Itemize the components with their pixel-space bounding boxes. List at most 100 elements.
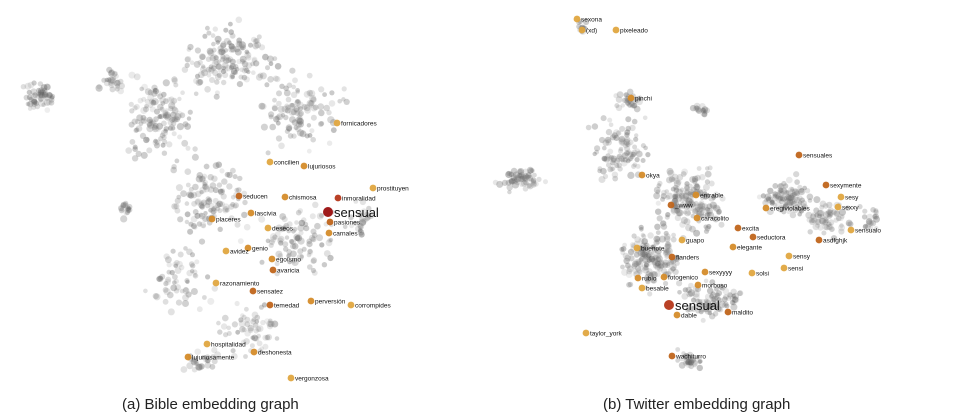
twitter-background-point — [653, 186, 661, 194]
bible-background-point — [216, 320, 221, 326]
twitter-background-point — [599, 136, 606, 144]
bible-background-point — [359, 219, 367, 227]
twitter-background-point — [689, 176, 696, 183]
bible-background-point — [169, 269, 175, 276]
twitter-background-point — [684, 188, 692, 196]
twitter-background-point — [634, 157, 640, 163]
bible-background-point — [286, 221, 293, 228]
twitter-background-point — [806, 216, 813, 223]
bible-background-point — [27, 106, 33, 111]
twitter-background-point — [768, 196, 774, 202]
twitter-background-point — [712, 215, 720, 223]
twitter-background-point — [709, 292, 717, 299]
twitter-background-point — [706, 223, 712, 230]
twitter-background-point — [780, 204, 787, 210]
twitter-background-point — [706, 207, 713, 215]
twitter-background-point — [508, 178, 514, 184]
bible-background-point — [36, 91, 42, 97]
bible-background-point — [120, 201, 127, 208]
bible-background-point — [251, 311, 259, 319]
twitter-background-point — [618, 146, 624, 152]
twitter-background-point — [655, 200, 661, 206]
bible-point-6 — [334, 194, 342, 202]
bible-background-point — [284, 107, 291, 114]
twitter-background-point — [675, 209, 683, 217]
bible-background-points — [20, 16, 375, 373]
twitter-background-point — [698, 309, 704, 315]
twitter-background-point — [694, 206, 701, 213]
bible-background-point — [268, 111, 275, 118]
bible-background-point — [310, 228, 317, 235]
bible-background-point — [363, 217, 369, 223]
bible-background-point — [295, 88, 300, 93]
twitter-background-point — [676, 280, 683, 287]
twitter-background-point — [651, 250, 657, 255]
twitter-background-point — [713, 191, 719, 198]
bible-background-point — [357, 212, 363, 218]
bible-background-point — [291, 228, 296, 234]
twitter-label-32: taylor_york — [590, 331, 623, 338]
bible-background-point — [157, 275, 164, 281]
bible-background-point — [306, 241, 313, 248]
bible-background-point — [264, 334, 271, 341]
bible-background-point — [108, 69, 115, 76]
bible-background-point — [158, 136, 164, 142]
twitter-background-point — [699, 210, 704, 216]
twitter-background-point — [816, 209, 823, 216]
twitter-point-24 — [634, 274, 642, 282]
twitter-background-point — [617, 148, 624, 154]
twitter-background-point — [633, 261, 639, 267]
bible-background-point — [286, 228, 292, 234]
bible-background-point — [217, 48, 225, 56]
twitter-background-point — [711, 295, 718, 303]
bible-background-point — [199, 204, 205, 210]
bible-background-point — [152, 88, 159, 95]
bible-background-point — [174, 259, 180, 266]
twitter-background-point — [623, 257, 630, 264]
twitter-background-point — [696, 364, 703, 372]
twitter-background-point — [522, 186, 529, 192]
twitter-background-point — [716, 297, 723, 303]
twitter-background-point — [662, 262, 669, 269]
twitter-background-point — [696, 166, 702, 171]
twitter-background-point — [783, 183, 789, 189]
bible-background-point — [194, 198, 202, 206]
twitter-background-point — [640, 158, 646, 163]
twitter-background-point — [594, 145, 601, 152]
twitter-background-point — [633, 259, 639, 265]
twitter-background-point — [823, 216, 829, 222]
bible-background-point — [274, 114, 281, 121]
twitter-background-point — [605, 139, 612, 146]
bible-background-point — [237, 175, 243, 182]
bible-background-point — [106, 77, 112, 83]
bible-background-point — [33, 100, 40, 107]
twitter-background-point — [512, 173, 519, 180]
twitter-background-point — [511, 181, 520, 189]
twitter-background-point — [671, 232, 676, 238]
twitter-background-point — [694, 182, 700, 188]
bible-background-point — [243, 338, 250, 345]
twitter-background-point — [670, 266, 676, 272]
twitter-background-point — [643, 245, 649, 251]
bible-background-point — [217, 188, 224, 194]
bible-background-point — [221, 55, 227, 61]
twitter-background-point — [620, 157, 625, 163]
twitter-background-point — [679, 194, 685, 200]
twitter-background-point — [719, 195, 726, 202]
twitter-background-point — [526, 182, 534, 190]
bible-background-point — [274, 231, 281, 238]
bible-background-point — [237, 40, 243, 47]
twitter-background-point — [526, 166, 534, 174]
bible-background-point — [292, 77, 298, 84]
bible-background-point — [210, 33, 216, 38]
twitter-background-point — [777, 183, 785, 190]
bible-background-point — [285, 124, 293, 131]
twitter-background-point — [650, 278, 656, 284]
bible-background-point — [228, 215, 235, 222]
bible-background-point — [201, 183, 208, 190]
twitter-background-point — [626, 265, 634, 273]
bible-label-23: lujuriosamente — [192, 355, 235, 362]
bible-background-point — [273, 116, 280, 123]
bible-background-point — [255, 73, 263, 81]
twitter-background-point — [620, 246, 627, 252]
